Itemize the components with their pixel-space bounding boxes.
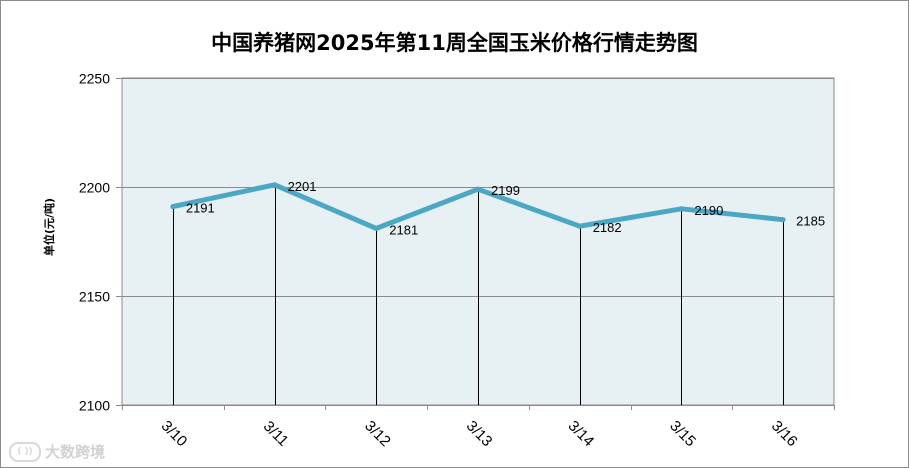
x-tick-label: 3/12	[361, 417, 394, 450]
data-label: 2190	[694, 203, 723, 218]
data-label: 2201	[288, 179, 317, 194]
x-tick-label: 3/10	[158, 417, 191, 450]
y-tick-label: 2100	[79, 398, 110, 414]
x-tick-label: 3/16	[768, 417, 801, 450]
x-tick-label: 3/11	[260, 418, 292, 450]
logo-icon: ( ))	[9, 441, 41, 462]
watermark: ( )) 大数跨境	[9, 441, 105, 462]
data-label: 2185	[796, 214, 825, 229]
chart-title: 中国养猪网2025年第11周全国玉米价格行情走势图	[211, 31, 698, 55]
data-point	[373, 225, 379, 231]
x-tick-label: 3/13	[463, 417, 496, 450]
data-label: 2199	[491, 183, 520, 198]
data-label: 2191	[186, 201, 215, 216]
x-tick-label: 3/14	[565, 417, 598, 450]
data-point	[272, 182, 278, 188]
data-point	[475, 186, 481, 192]
data-point	[170, 204, 176, 210]
data-label: 2181	[389, 222, 418, 237]
data-label: 2182	[593, 220, 622, 235]
watermark-text: 大数跨境	[45, 443, 106, 461]
y-tick-label: 2200	[79, 180, 110, 196]
data-point	[780, 217, 786, 223]
y-tick-label: 2150	[79, 289, 110, 305]
y-tick-label: 2250	[79, 71, 110, 87]
data-point	[577, 223, 583, 229]
data-point	[678, 206, 684, 212]
x-tick-label: 3/15	[666, 417, 699, 450]
